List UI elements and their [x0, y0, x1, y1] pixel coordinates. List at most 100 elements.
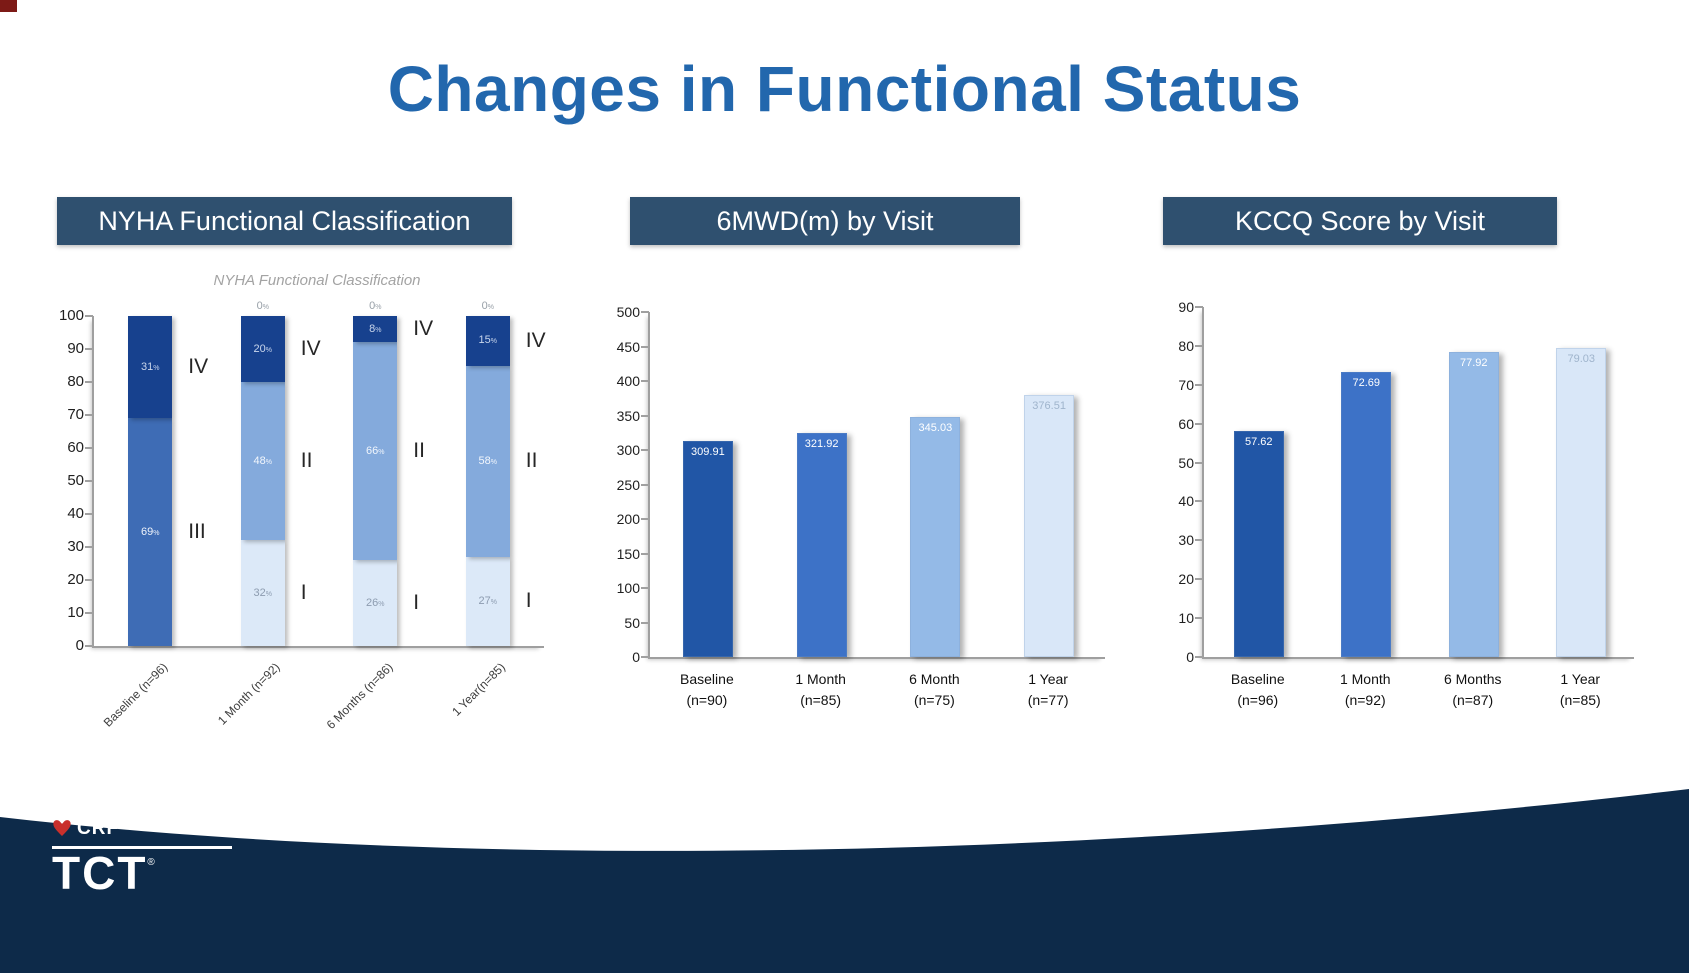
nyha-y-tick-label: 40 [67, 505, 84, 522]
nyha-segment-value-label: 27% [478, 594, 497, 607]
nyha-zero-value-label: 0% [369, 300, 382, 312]
nyha-segment-value-label: 69% [141, 525, 160, 538]
nyha-bar-segment-class-I: 27% [465, 556, 510, 646]
nyha-bar-segment-class-IV: 8% [353, 316, 398, 343]
crf-logo: CRF ® [52, 818, 232, 840]
nyha-y-tick-label: 100 [58, 307, 84, 324]
nyha-segment-value-label: 58% [478, 454, 497, 467]
kccq-y-tick-label: 10 [1178, 610, 1194, 627]
mwd-y-tick [641, 449, 649, 451]
nyha-bar-segment-class-I: 26% [353, 560, 398, 646]
mwd-y-tick [641, 380, 649, 382]
nyha-y-tick-label: 30 [67, 538, 84, 555]
percent-sign: % [375, 304, 382, 311]
footer-logo: CRF ® TCT ® [52, 818, 232, 897]
mwd-x-label-n: (n=75) [913, 692, 955, 708]
nyha-class-roman-label: IV [413, 317, 434, 341]
nyha-y-tick-label: 10 [67, 604, 84, 621]
mwd-bar: 309.91 [682, 441, 733, 657]
kccq-y-tick-label: 20 [1178, 571, 1194, 588]
kccq-x-label-n: (n=87) [1452, 692, 1494, 708]
nyha-class-roman-label: IV [188, 355, 209, 379]
mwd-y-tick [641, 621, 649, 624]
crf-heart-icon [52, 819, 72, 837]
mwd-x-axis-label: 6 Month (n=75) [909, 669, 960, 711]
nyha-y-tick-label: 60 [67, 439, 84, 456]
kccq-bar-value-label: 72.69 [1352, 377, 1381, 390]
nyha-bar-segment-class-II: 58% [465, 365, 510, 557]
nyha-segment-value-label: 31% [141, 360, 160, 373]
nyha-class-roman-label: IV [525, 328, 546, 352]
mwd-x-label-n: (n=90) [686, 692, 728, 708]
nyha-segment-value-label: 32% [253, 586, 272, 599]
mwd-x-label-visit: Baseline [680, 671, 734, 687]
kccq-x-label-visit: 1 Year [1560, 671, 1601, 687]
nyha-y-tick [85, 645, 93, 647]
nyha-class-roman-label: I [300, 581, 307, 605]
nyha-segment-value-label: 48% [253, 454, 272, 467]
kccq-y-tick [1195, 383, 1203, 386]
mwd-y-tick [641, 414, 649, 417]
crf-logo-text: CRF [77, 818, 120, 839]
nyha-class-roman-label: II [413, 439, 425, 463]
nyha-y-tick-label: 80 [67, 373, 84, 390]
nyha-y-tick [85, 513, 93, 515]
percent-sign: % [378, 448, 385, 456]
percent-sign: % [265, 590, 272, 598]
nyha-x-axis-label: Baseline (n=96) [100, 660, 171, 730]
nyha-bar-segment-class-IV: 31% [128, 316, 173, 419]
nyha-y-tick-label: 50 [67, 472, 84, 489]
tct-registered-mark: ® [147, 857, 155, 868]
nyha-y-tick-label: 90 [67, 340, 84, 357]
kccq-y-tick [1195, 422, 1203, 425]
nyha-class-roman-label: II [525, 449, 538, 473]
kccq-y-tick-label: 50 [1178, 454, 1194, 471]
kccq-bar: 79.03 [1556, 347, 1607, 657]
nyha-bar-segment-class-II: 48% [240, 382, 285, 541]
nyha-bar-segment-class-II: 66% [353, 342, 398, 561]
nyha-y-tick-label: 0 [75, 637, 84, 654]
nyha-x-axis-label: 1 Month (n=92) [214, 660, 283, 728]
mwd-x-label-visit: 1 Year [1028, 671, 1068, 687]
mwd-y-tick [641, 345, 649, 348]
kccq-bar-value-label: 77.92 [1459, 356, 1488, 369]
kccq-x-label-visit: Baseline [1230, 671, 1285, 687]
kccq-chart: 0 10 20 30 40 50 60 70 80 90 57.62 Baseline (n=96) 72… [1158, 299, 1678, 708]
mwd-x-label-n: (n=77) [1027, 692, 1069, 708]
nyha-chart-subtitle: NYHA Functional Classification [213, 272, 421, 289]
nyha-y-tick [85, 579, 93, 581]
nyha-class-roman-label: III [188, 520, 206, 544]
nyha-chart: NYHA Functional Classification 0 10 20 30 40… [42, 272, 622, 732]
kccq-y-tick [1195, 461, 1203, 464]
percent-sign: % [262, 304, 269, 311]
nyha-plot: 01020304050607080901000%69%III31%IVBasel… [59, 301, 546, 732]
kccq-y-tick [1195, 344, 1203, 347]
nyha-segment-value-label: 8% [369, 322, 382, 335]
mwd-y-tick-label: 250 [616, 476, 640, 493]
kccq-bar: 57.62 [1233, 430, 1284, 657]
nyha-y-tick [85, 612, 93, 614]
nyha-y-tick [85, 315, 93, 317]
mwd-y-tick-label: 450 [616, 338, 640, 355]
kccq-x-label-visit: 1 Month [1339, 671, 1391, 687]
mwd-y-tick-label: 350 [616, 407, 640, 424]
nyha-y-tick [85, 414, 93, 416]
mwd-bar: 345.03 [910, 416, 961, 657]
mwd-x-axis-label: 1 Month (n=85) [795, 669, 846, 711]
mwd-x-label-visit: 6 Month [909, 671, 960, 687]
screen-corner-chip [0, 0, 17, 12]
percent-sign: % [265, 346, 272, 354]
kccq-y-tick-label: 70 [1178, 376, 1194, 393]
kccq-x-label-n: (n=85) [1559, 692, 1601, 708]
kccq-x-label-n: (n=92) [1344, 692, 1386, 708]
mwd-y-tick-label: 100 [616, 580, 640, 596]
nyha-segment-value-label: 20% [253, 342, 272, 355]
tct-logo-text: TCT [52, 847, 148, 899]
kccq-bar-value-label: 57.62 [1244, 435, 1273, 448]
kccq-bar-value-label: 79.03 [1567, 352, 1596, 365]
nyha-bar-segment-class-IV: 15% [465, 316, 510, 366]
nyha-y-tick [85, 348, 93, 350]
kccq-y-tick [1195, 500, 1203, 503]
nyha-segment-value-label: 26% [366, 596, 385, 609]
